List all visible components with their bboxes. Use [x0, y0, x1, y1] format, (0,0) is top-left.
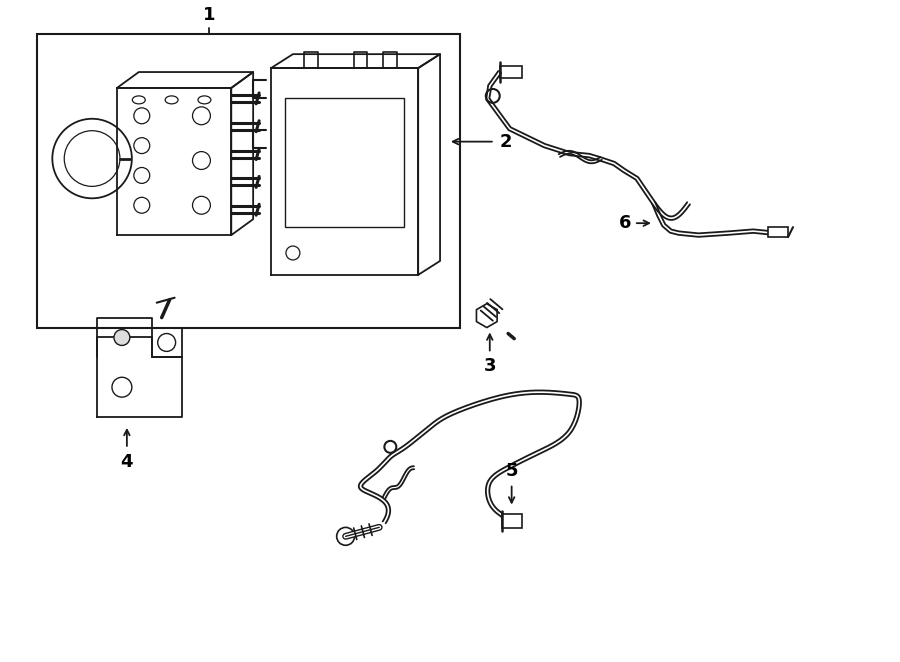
- Bar: [500, 66, 522, 78]
- Text: 6: 6: [618, 214, 631, 232]
- Text: 4: 4: [121, 453, 133, 471]
- Text: 2: 2: [500, 132, 512, 151]
- Bar: [501, 514, 522, 528]
- Text: 1: 1: [203, 7, 216, 24]
- Bar: [285, 98, 404, 227]
- Text: 3: 3: [483, 357, 496, 375]
- Bar: [768, 227, 788, 237]
- Circle shape: [114, 330, 130, 346]
- Bar: [38, 34, 460, 328]
- Text: 5: 5: [506, 461, 518, 480]
